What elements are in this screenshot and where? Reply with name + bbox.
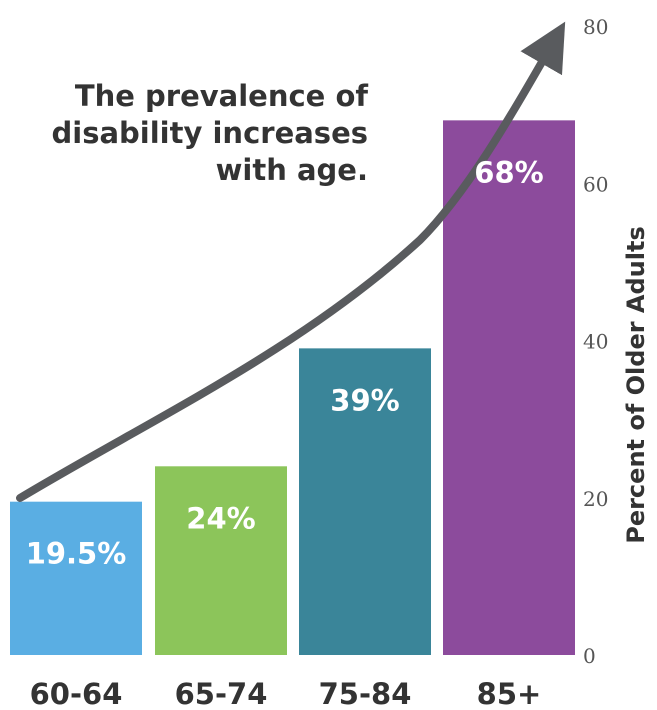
y-tick-labels: 0 20 40 60 80 <box>583 15 608 668</box>
chart-headline: The prevalence of disability increases w… <box>20 78 368 189</box>
trend-arrow <box>16 21 566 502</box>
value-label-75-84: 39% <box>330 383 399 417</box>
y-tick-label-80: 80 <box>583 15 608 39</box>
value-label-60-64: 19.5% <box>26 537 127 571</box>
x-tick-label-75-84: 75-84 <box>319 677 412 710</box>
x-tick-label-65-74: 65-74 <box>175 677 268 710</box>
bars-group <box>10 120 575 656</box>
y-tick-label-40: 40 <box>583 330 608 354</box>
headline-line-3: with age. <box>215 153 368 187</box>
headline-line-1: The prevalence of <box>74 79 368 113</box>
y-axis-label: Percent of Older Adults <box>622 226 650 544</box>
y-tick-label-0: 0 <box>583 644 596 668</box>
bar-85+ <box>443 120 575 656</box>
y-tick-label-20: 20 <box>583 487 608 511</box>
value-label-85+: 68% <box>474 155 543 189</box>
x-tick-labels: 60-64 65-74 75-84 85+ <box>30 677 542 710</box>
y-tick-label-60: 60 <box>583 172 608 196</box>
value-labels-group: 19.5% 24% 39% 68% <box>26 155 544 570</box>
bar-65-74 <box>155 466 287 655</box>
value-label-65-74: 24% <box>186 501 255 535</box>
x-tick-label-85+: 85+ <box>477 677 542 710</box>
bar-75-84 <box>299 348 431 655</box>
bar-60-64 <box>10 501 142 655</box>
x-tick-label-60-64: 60-64 <box>30 677 123 710</box>
headline-line-2: disability increases <box>51 116 368 150</box>
